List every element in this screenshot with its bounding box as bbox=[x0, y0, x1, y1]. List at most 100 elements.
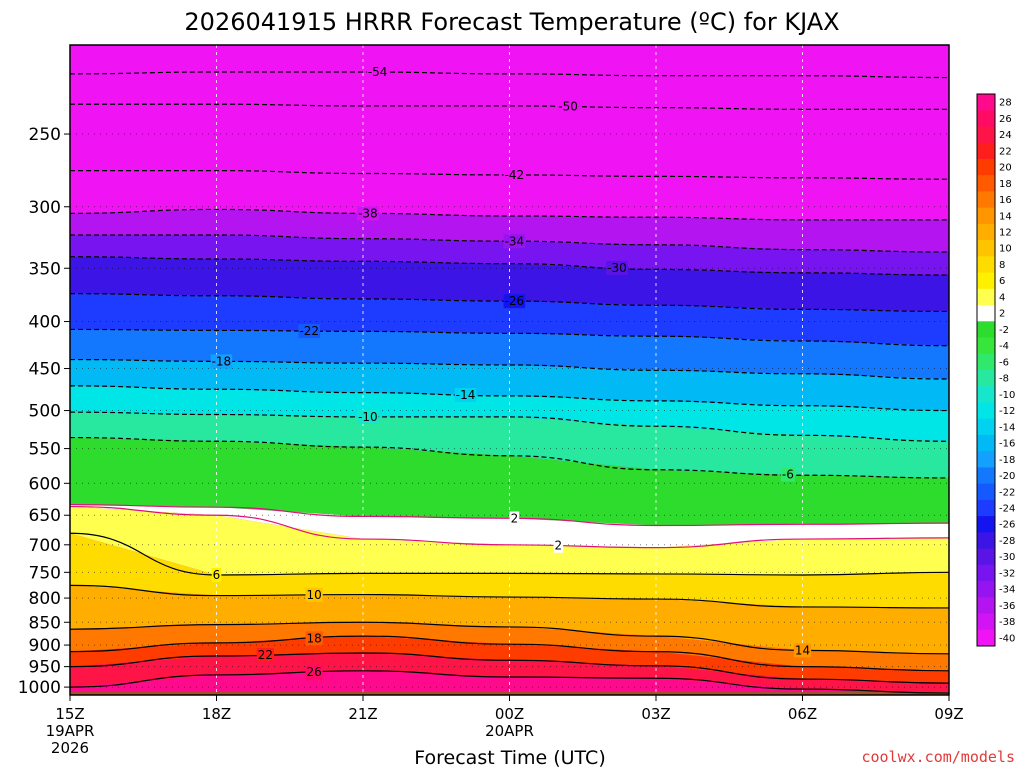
isotherm-label-bg bbox=[298, 324, 321, 339]
isotherm--42 bbox=[70, 169, 950, 180]
y-tick-label: 950 bbox=[29, 658, 61, 678]
colorbar-cell bbox=[977, 142, 995, 160]
colorbar-label: -34 bbox=[999, 585, 1015, 596]
isotherm-label-bg bbox=[357, 409, 379, 424]
isotherm-label: -30 bbox=[607, 261, 627, 275]
isotherm--54 bbox=[69, 71, 950, 79]
colorbar-label: 4 bbox=[999, 292, 1005, 303]
colorbar-cell bbox=[977, 353, 995, 371]
isotherm-label: 26 bbox=[307, 665, 322, 679]
x-tick-sublabel: 2026 bbox=[51, 739, 89, 757]
isotherm-label-bg bbox=[454, 387, 477, 402]
x-tick-label: 15Z bbox=[55, 705, 84, 723]
colorbar-cell bbox=[977, 597, 995, 615]
isotherm-26 bbox=[69, 670, 950, 694]
isotherm-label-bg bbox=[211, 567, 222, 582]
colorbar-label: -6 bbox=[999, 357, 1009, 368]
colorbar-label: 2 bbox=[999, 309, 1005, 320]
isotherm-label-bg bbox=[503, 167, 526, 182]
isotherm-label-bg bbox=[210, 354, 233, 369]
colorbar: 28 26 24 22 20 18 16 14 12 10 8 6 4 2 -2 -4 -6 -8 -10 -12 -1… bbox=[976, 93, 1015, 647]
isotherm--38 bbox=[69, 208, 949, 221]
isotherm-label: 2 bbox=[511, 512, 519, 526]
x-tick-label: 03Z bbox=[641, 705, 670, 723]
colorbar-cell bbox=[977, 337, 995, 355]
colorbar-cell bbox=[977, 418, 995, 436]
colorbar-cell bbox=[977, 158, 995, 176]
isotherm-label-bg bbox=[357, 206, 379, 221]
isotherm-label-bg bbox=[256, 647, 274, 662]
colorbar-label: -4 bbox=[999, 341, 1009, 352]
isotherm-label: -54 bbox=[368, 65, 388, 79]
y-tick-label: 450 bbox=[29, 360, 61, 380]
pressure-axis: 250 300 350 400 450 500 550 600 650 700 750 800 850 9… bbox=[18, 125, 70, 698]
x-tick-label: 21Z bbox=[348, 705, 377, 723]
ground-surface bbox=[70, 691, 949, 695]
colorbar-label: -20 bbox=[999, 471, 1015, 482]
colorbar-label: -12 bbox=[999, 406, 1015, 417]
y-tick-label: 700 bbox=[29, 536, 61, 556]
isotherm--50 bbox=[70, 103, 949, 110]
colorbar-label: 18 bbox=[999, 179, 1012, 190]
colorbar-label: -26 bbox=[999, 520, 1015, 531]
colorbar-label: 26 bbox=[999, 114, 1012, 125]
colorbar-cell bbox=[977, 467, 995, 485]
colorbar-cell bbox=[977, 483, 995, 501]
isotherm-10 bbox=[69, 584, 950, 609]
temp-band bbox=[70, 170, 949, 220]
colorbar-label: 14 bbox=[999, 211, 1012, 222]
colorbar-cell bbox=[977, 191, 995, 209]
isotherm-label-bg bbox=[793, 643, 812, 658]
colorbar-label: -36 bbox=[999, 601, 1015, 612]
isotherm-label-bg bbox=[305, 631, 323, 646]
colorbar-label: 8 bbox=[999, 260, 1005, 271]
isotherm--30 bbox=[69, 256, 950, 276]
temp-band bbox=[70, 71, 949, 110]
isotherm-label: 10 bbox=[307, 588, 322, 602]
colorbar-label: 12 bbox=[999, 228, 1012, 239]
colorbar-cell bbox=[977, 305, 995, 322]
colorbar-cell bbox=[977, 207, 995, 225]
colorbar-cell bbox=[977, 175, 995, 192]
isotherm-label: -42 bbox=[505, 168, 525, 182]
colorbar-label: -40 bbox=[999, 633, 1015, 644]
colorbar-label: -38 bbox=[999, 617, 1015, 628]
colorbar-label: 6 bbox=[999, 276, 1005, 287]
isotherm--22 bbox=[69, 328, 950, 347]
y-tick-label: 350 bbox=[29, 259, 61, 279]
isotherm-2 bbox=[69, 504, 950, 527]
isotherm-label: 14 bbox=[795, 643, 810, 657]
colorbar-label: 22 bbox=[999, 146, 1012, 157]
colorbar-label: -16 bbox=[999, 439, 1015, 450]
y-tick-label: 1000 bbox=[18, 678, 61, 698]
isotherm-label: -22 bbox=[299, 324, 319, 338]
colorbar-cell bbox=[977, 499, 995, 517]
colorbar-cell bbox=[977, 402, 995, 420]
colorbar-label: 24 bbox=[999, 130, 1012, 141]
y-tick-label: 600 bbox=[29, 474, 61, 494]
colorbar-cell bbox=[977, 126, 995, 144]
y-tick-label: 300 bbox=[29, 198, 61, 218]
isotherm-22 bbox=[69, 652, 950, 684]
isotherm-18 bbox=[69, 635, 950, 672]
isotherm-label-bg bbox=[366, 65, 389, 80]
isotherm-label-bg bbox=[503, 234, 526, 249]
y-tick-label: 750 bbox=[29, 563, 61, 583]
isotherm-label: -6 bbox=[782, 468, 794, 482]
x-tick-label: 00Z bbox=[495, 705, 524, 723]
temp-band bbox=[70, 104, 949, 180]
isotherm-label: -18 bbox=[212, 354, 232, 368]
isotherm--34 bbox=[69, 234, 950, 253]
colorbar-cell bbox=[977, 451, 995, 468]
colorbar-label: 16 bbox=[999, 195, 1012, 206]
credit-text: coolwx.com/models bbox=[861, 748, 1015, 766]
colorbar-cell bbox=[977, 272, 995, 290]
isotherm-label: 18 bbox=[307, 631, 322, 645]
isotherm-label-bg bbox=[503, 294, 526, 309]
isotherm-label-bg bbox=[780, 467, 795, 482]
x-tick-sublabel: 20APR bbox=[485, 722, 534, 740]
colorbar-cell bbox=[977, 613, 995, 631]
isotherm--14 bbox=[69, 385, 950, 412]
